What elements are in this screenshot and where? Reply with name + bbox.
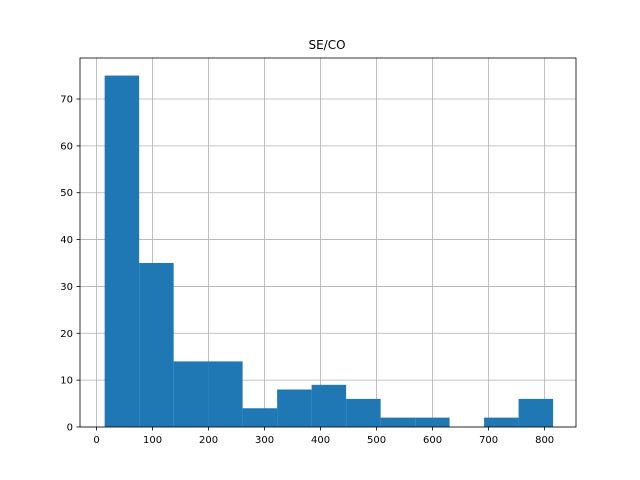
x-tick-label: 100: [143, 435, 162, 446]
histogram-bar: [311, 384, 347, 427]
histogram-bar: [380, 417, 416, 427]
histogram-bars: [104, 75, 554, 428]
x-tick-label: 200: [199, 435, 218, 446]
x-tick-label: 700: [479, 435, 498, 446]
x-tick-label: 600: [423, 435, 442, 446]
y-tick-label: 60: [60, 141, 73, 152]
histogram-bar: [484, 417, 519, 427]
histogram-bar: [346, 398, 381, 427]
y-tick-label: 70: [60, 95, 73, 106]
histogram-bar: [277, 389, 312, 427]
histogram-bar: [139, 263, 174, 427]
chart-title: SE/CO: [308, 38, 345, 52]
histogram-bar: [104, 75, 140, 428]
x-tick-label: 800: [535, 435, 554, 446]
histogram-bar: [415, 417, 450, 427]
y-tick-label: 0: [67, 423, 73, 434]
y-tick-label: 30: [60, 282, 73, 293]
y-tick-label: 20: [60, 329, 73, 340]
histogram-bar: [173, 361, 209, 427]
x-tick-label: 400: [311, 435, 330, 446]
histogram-bar: [518, 398, 554, 427]
y-tick-label: 10: [60, 376, 73, 387]
x-tick-label: 300: [255, 435, 274, 446]
histogram-bar: [242, 408, 278, 427]
x-axis: 0 100 200 300 400 500 600 700 800: [93, 427, 554, 446]
x-tick-label: 0: [93, 435, 99, 446]
histogram-bar: [208, 361, 243, 427]
x-tick-label: 500: [367, 435, 386, 446]
plot-frame: [79, 57, 577, 428]
y-axis: 0 10 20 30 40 50 60 70: [60, 95, 80, 434]
y-tick-label: 50: [60, 188, 73, 199]
y-tick-label: 40: [60, 235, 73, 246]
